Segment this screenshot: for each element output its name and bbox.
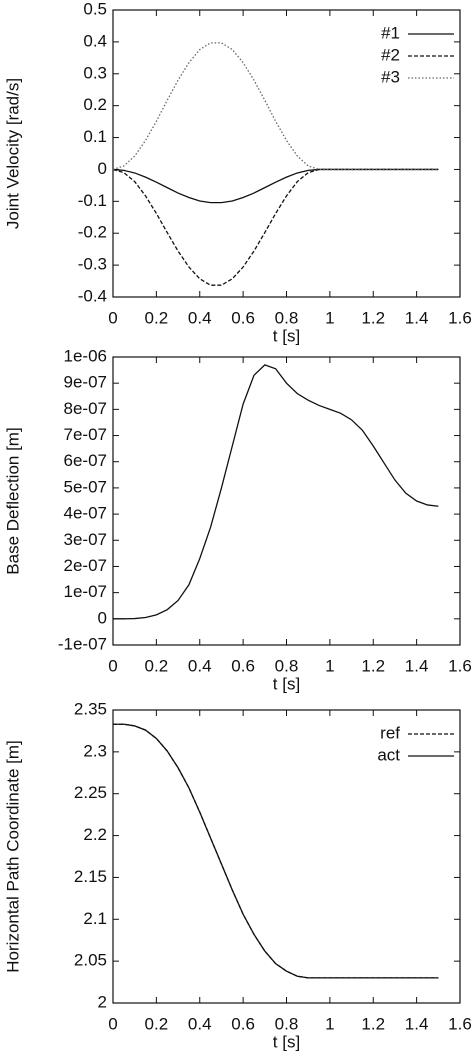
x-tick-label: 1 [325,656,334,675]
x-tick-label: 1.4 [405,1014,429,1033]
y-tick-label: 0.5 [83,0,107,18]
y-tick-label: 4e-07 [64,504,107,523]
x-axis-label: t [s] [273,326,300,345]
y-tick-label: 0 [98,608,107,627]
x-tick-label: 0.2 [145,1014,169,1033]
x-axis-label: t [s] [273,1032,300,1051]
plot-frame [112,356,461,646]
y-tick-label: 0.1 [83,127,107,146]
x-tick-label: 0.4 [188,1014,212,1033]
y-tick-label: 2.35 [74,699,107,718]
y-tick-label: 0 [98,159,107,178]
x-tick-label: 1.6 [448,656,472,675]
x-tick-label: 0.8 [275,308,299,327]
y-tick-label: 7e-07 [64,425,107,444]
legend-label: #1 [381,23,400,42]
y-tick-label: 6e-07 [64,451,107,470]
y-tick-label: 0.3 [83,63,107,82]
y-tick-label: 2.25 [74,783,107,802]
plot-frame [112,9,461,298]
y-tick-label: 0.2 [83,95,107,114]
series-line [112,42,439,171]
y-tick-label: 2 [98,992,107,1011]
y-tick-label: -0.2 [78,223,107,242]
y-tick-label: -0.1 [78,191,107,210]
plot-frame [112,709,461,1004]
x-tick-label: 0 [108,308,117,327]
y-axis-label: Horizontal Path Coordinate [m] [3,740,22,972]
x-tick-label: 0.6 [231,1014,255,1033]
x-tick-label: 0 [108,656,117,675]
y-axis-label: Joint Velocity [rad/s] [3,78,22,229]
y-tick-label: 3e-07 [64,530,107,549]
y-tick-label: 2.1 [83,909,107,928]
x-tick-label: 1 [325,1014,334,1033]
x-axis-label: t [s] [273,674,300,693]
x-tick-label: 0.2 [145,308,169,327]
x-tick-label: 0.6 [231,308,255,327]
x-tick-label: 1 [325,308,334,327]
x-tick-label: 1.4 [405,656,429,675]
x-tick-label: 1.6 [448,308,472,327]
legend-label: #3 [381,67,400,86]
y-tick-label: 2.05 [74,951,107,970]
x-tick-label: 1.6 [448,1014,472,1033]
x-tick-label: 0.4 [188,656,212,675]
y-tick-label: 2e-07 [64,556,107,575]
legend-label: act [377,745,400,764]
x-tick-label: 1.2 [361,308,385,327]
x-tick-label: 1.2 [361,656,385,675]
y-tick-label: 5e-07 [64,477,107,496]
y-tick-label: 1e-07 [64,582,107,601]
y-tick-label: 2.15 [74,867,107,886]
y-tick-label: -1e-07 [58,634,107,653]
y-axis-label: Base Deflection [m] [3,427,22,574]
y-tick-label: 2.2 [83,825,107,844]
legend-label: #2 [381,45,400,64]
x-tick-label: 0.6 [231,656,255,675]
series-line [112,168,439,204]
x-tick-label: 1.4 [405,308,429,327]
y-tick-label: -0.3 [78,255,107,274]
x-tick-label: 0.4 [188,308,212,327]
y-tick-label: 8e-07 [64,399,107,418]
series-line [113,723,439,979]
x-tick-label: 0.8 [275,1014,299,1033]
y-tick-label: -0.4 [78,286,107,305]
y-tick-label: 1e-06 [64,346,107,365]
y-tick-label: 0.4 [83,31,107,50]
x-tick-label: 0.2 [145,656,169,675]
series-line [112,168,439,286]
series-line [113,364,439,620]
legend-label: ref [380,723,400,742]
y-tick-label: 9e-07 [64,373,107,392]
x-tick-label: 1.2 [361,1014,385,1033]
x-tick-label: 0 [108,1014,117,1033]
y-tick-label: 2.3 [83,741,107,760]
x-tick-label: 0.8 [275,656,299,675]
